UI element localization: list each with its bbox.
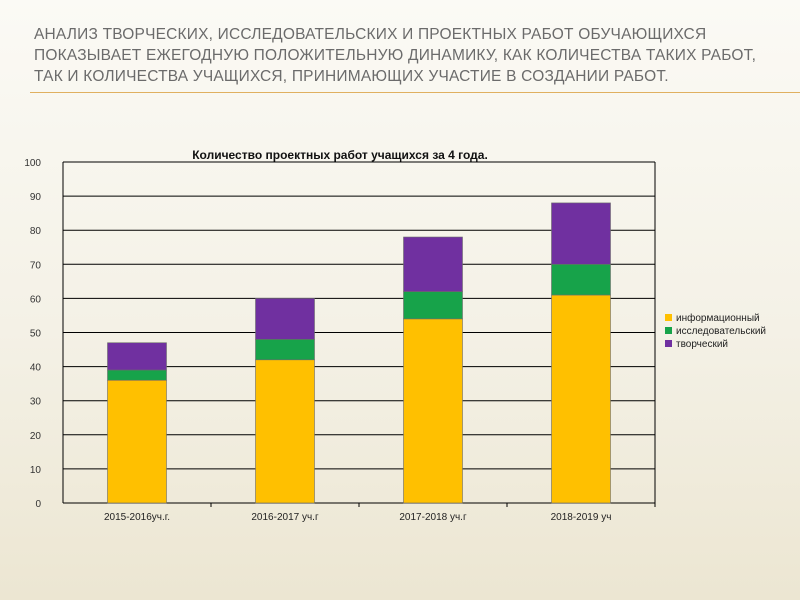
y-tick-label: 10 [30, 465, 42, 476]
stacked-bar-chart: Количество проектных работ учащихся за 4… [24, 148, 766, 523]
y-tick-label: 70 [30, 260, 42, 271]
bar-segment-творческий [551, 202, 611, 265]
chart-title: Количество проектных работ учащихся за 4… [192, 148, 488, 162]
y-tick-label: 20 [30, 431, 42, 442]
legend-label: исследовательский [676, 326, 766, 337]
bar-segment-информационный [107, 379, 167, 504]
x-axis-ticks: 2015-2016уч.г. 2016-2017 уч.г 2017-2018 уч… [104, 503, 656, 523]
y-tick-label: 40 [30, 363, 42, 374]
title-divider [30, 92, 800, 93]
legend-swatch [665, 314, 672, 321]
y-tick-label: 60 [30, 294, 42, 305]
x-tick-label: 2018-2019 уч [551, 512, 612, 523]
chart-legend: информационный исследовательский творчески… [665, 312, 766, 350]
bar-segment-информационный [551, 294, 611, 504]
bar-segment-информационный [255, 359, 315, 504]
legend-label: творческий [676, 339, 728, 350]
y-tick-label: 0 [35, 499, 41, 510]
y-tick-label: 80 [30, 226, 42, 237]
legend-label: информационный [676, 312, 760, 324]
x-tick-label: 2017-2018 уч.г [399, 512, 467, 523]
slide-title: Анализ творческих, исследовательских и п… [34, 26, 757, 85]
bar-segment-творческий [107, 342, 167, 371]
legend-swatch [665, 340, 672, 347]
chart-area: Количество проектных работ учащихся за 4… [0, 140, 800, 540]
x-tick-label: 2015-2016уч.г. [104, 512, 170, 523]
y-tick-label: 50 [30, 329, 42, 340]
bar-segment-исследовательский [255, 339, 315, 361]
bar-segment-исследовательский [107, 369, 167, 381]
bar-segment-исследовательский [403, 291, 463, 320]
bar-segment-исследовательский [551, 264, 611, 296]
y-tick-label: 90 [30, 192, 42, 203]
x-tick-label: 2016-2017 уч.г [251, 512, 319, 523]
y-axis-ticks: 0 10 20 30 40 50 60 70 80 90 100 [24, 158, 41, 510]
bar-segment-творческий [403, 236, 463, 292]
bar-segment-творческий [255, 298, 315, 340]
bar-segment-информационный [403, 318, 463, 504]
y-tick-label: 100 [24, 158, 41, 169]
legend-swatch [665, 327, 672, 334]
chart-bars [107, 202, 611, 504]
y-tick-label: 30 [30, 397, 42, 408]
